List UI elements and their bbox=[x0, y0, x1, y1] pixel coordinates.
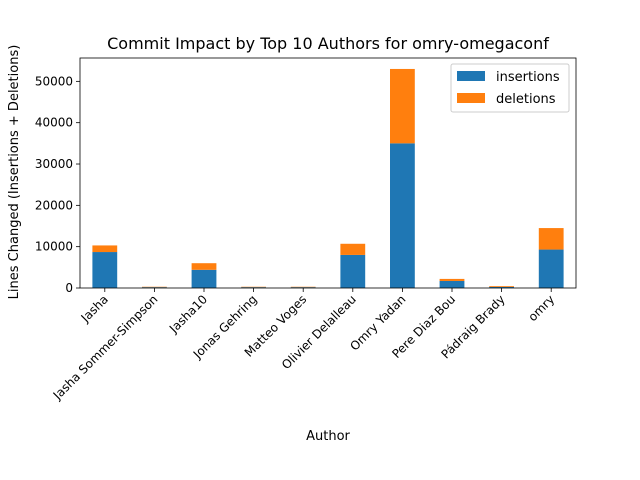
y-tick-label-0: 0 bbox=[65, 281, 73, 295]
legend-swatch-deletions bbox=[457, 93, 485, 103]
y-tick-label-4: 40000 bbox=[35, 116, 73, 130]
y-tick-label-2: 20000 bbox=[35, 198, 73, 212]
bar-insertions-1 bbox=[142, 287, 167, 288]
bar-insertions-4 bbox=[290, 287, 316, 288]
bar-insertions-6 bbox=[390, 143, 415, 288]
x-axis-label: Author bbox=[306, 429, 350, 444]
bar-insertions-3 bbox=[241, 287, 266, 288]
y-tick-label-3: 30000 bbox=[35, 157, 73, 171]
bar-insertions-9 bbox=[538, 249, 564, 288]
bar-deletions-2 bbox=[191, 263, 217, 270]
legend: insertions deletions bbox=[450, 63, 570, 113]
bar-deletions-9 bbox=[538, 228, 564, 250]
legend-swatch-insertions bbox=[457, 71, 485, 81]
bar-insertions-8 bbox=[489, 286, 514, 288]
bar-insertions-2 bbox=[191, 269, 217, 288]
legend-label-deletions: deletions bbox=[496, 92, 556, 107]
bar-insertions-0 bbox=[92, 252, 118, 288]
bar-deletions-7 bbox=[439, 278, 465, 281]
bar-deletions-5 bbox=[340, 243, 366, 255]
bar-deletions-0 bbox=[92, 245, 118, 253]
legend-label-insertions: insertions bbox=[496, 70, 560, 85]
chart-title: Commit Impact by Top 10 Authors for omry… bbox=[107, 34, 549, 53]
bar-deletions-8 bbox=[489, 286, 514, 287]
bar-insertions-5 bbox=[340, 254, 366, 288]
y-axis-label: Lines Changed (Insertions + Deletions) bbox=[7, 45, 22, 300]
y-axis: 0 10000 20000 30000 40000 50000 bbox=[35, 74, 80, 295]
plot-area bbox=[79, 57, 577, 289]
bar-deletions-6 bbox=[390, 68, 415, 144]
y-tick-label-1: 10000 bbox=[35, 240, 73, 254]
y-tick-label-5: 50000 bbox=[35, 74, 73, 88]
plot-frame bbox=[79, 57, 577, 289]
bar-insertions-7 bbox=[439, 280, 465, 288]
